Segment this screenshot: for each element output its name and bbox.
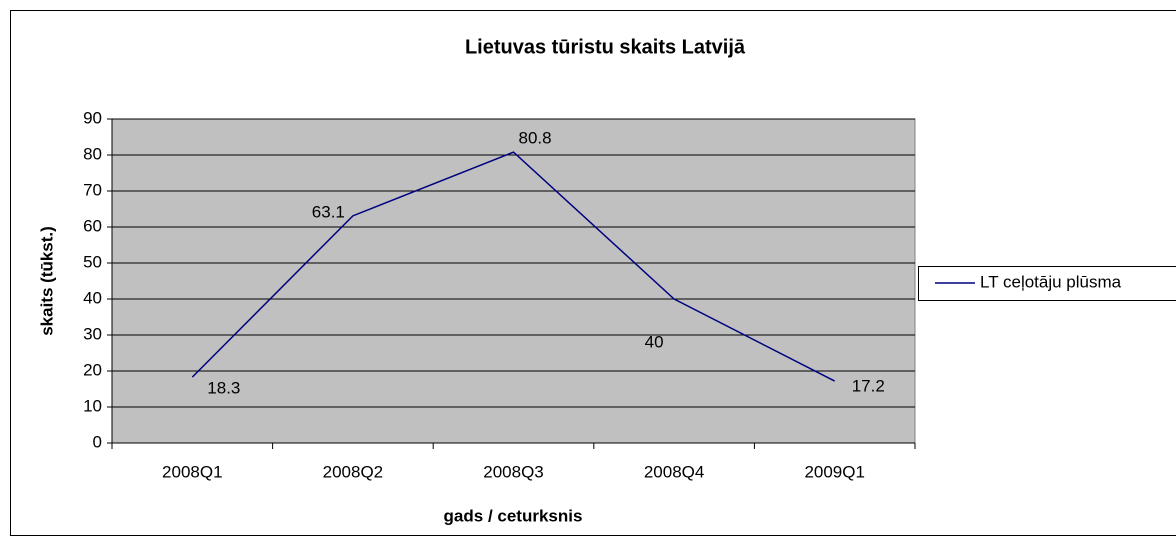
y-tick-label: 30 — [83, 324, 102, 343]
data-label: 17.2 — [852, 377, 885, 396]
data-label: 40 — [645, 332, 664, 351]
data-label: 80.8 — [519, 129, 552, 148]
x-tick-label: 2009Q1 — [804, 462, 865, 481]
y-tick-label: 40 — [83, 288, 102, 307]
x-tick-label: 2008Q2 — [323, 462, 384, 481]
y-tick-label: 80 — [83, 144, 102, 163]
data-label: 18.3 — [207, 379, 240, 398]
y-tick-label: 60 — [83, 216, 102, 235]
y-tick-label: 0 — [93, 432, 102, 451]
legend-label: LT ceļotāju plūsma — [980, 272, 1122, 291]
data-line — [191, 151, 836, 382]
data-label: 63.1 — [312, 202, 345, 221]
x-tick-label: 2008Q3 — [483, 462, 544, 481]
y-tick-label: 10 — [83, 396, 102, 415]
y-tick-label: 70 — [83, 180, 102, 199]
x-tick-label: 2008Q4 — [644, 462, 705, 481]
x-tick-label: 2008Q1 — [162, 462, 223, 481]
chart-title: Lietuvas tūristu skaits Latvijā — [465, 36, 746, 58]
y-axis-label: skaits (tūkst.) — [37, 226, 56, 336]
y-tick-label: 50 — [83, 252, 102, 271]
x-axis-label: gads / ceturksnis — [444, 506, 583, 525]
y-tick-label: 90 — [83, 108, 102, 127]
y-tick-label: 20 — [83, 360, 102, 379]
